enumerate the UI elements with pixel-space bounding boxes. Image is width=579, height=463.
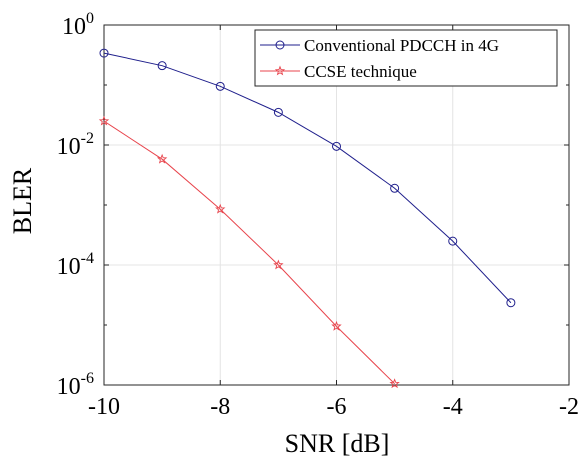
legend-entry: CCSE technique [260,62,417,81]
data-point [273,259,284,270]
data-point [332,141,341,151]
x-tick-label: -2 [559,394,579,420]
data-point [99,48,109,58]
legend-marker [275,40,285,50]
y-axis-label: BLER [8,167,37,234]
y-tick-label: 10-2 [57,130,94,160]
series-line [103,52,512,304]
data-point [273,107,283,117]
data-point [448,236,458,246]
y-tick-label-exponent: -2 [81,130,94,147]
y-tick-label: 100 [62,10,94,40]
data-point [215,81,225,91]
y-tick-label: 10-6 [57,370,94,400]
data-point [215,203,226,214]
data-point [156,153,168,164]
data-point [331,320,342,331]
series-layer [98,48,516,389]
y-tick-label-base: 10 [57,134,81,160]
data-point [390,183,400,193]
legend-label: CCSE technique [304,62,417,81]
axis-ticks [103,24,570,386]
x-tick-label: -10 [88,394,120,420]
data-point [389,378,400,389]
legend-label: Conventional PDCCH in 4G [304,36,499,55]
x-axis-label: SNR [dB] [285,429,390,458]
data-point [506,298,516,308]
data-point [98,115,110,126]
data-point [157,61,167,71]
y-tick-label: 10-4 [57,250,94,280]
y-tick-label-exponent: 0 [86,10,94,27]
y-tick-label-base: 10 [57,254,81,280]
y-tick-label-exponent: -4 [81,250,94,267]
y-tick-label-exponent: -6 [81,370,94,387]
y-tick-label-base: 10 [57,374,81,400]
x-tick-label: -8 [210,394,230,420]
legend: Conventional PDCCH in 4G CCSE technique [254,29,558,87]
legend-entry: Conventional PDCCH in 4G [260,36,499,55]
legend-box [254,29,558,87]
y-tick-label-base: 10 [62,14,86,40]
legend-marker [274,65,286,76]
x-tick-labels: -10 -8 -6 -4 -2 [88,394,579,420]
x-tick-label: -6 [327,394,347,420]
series-2 [98,115,400,389]
legend-entries: Conventional PDCCH in 4G CCSE technique [260,36,499,81]
x-tick-label: -4 [443,394,463,420]
series-1 [99,48,516,308]
series-line [103,120,395,385]
